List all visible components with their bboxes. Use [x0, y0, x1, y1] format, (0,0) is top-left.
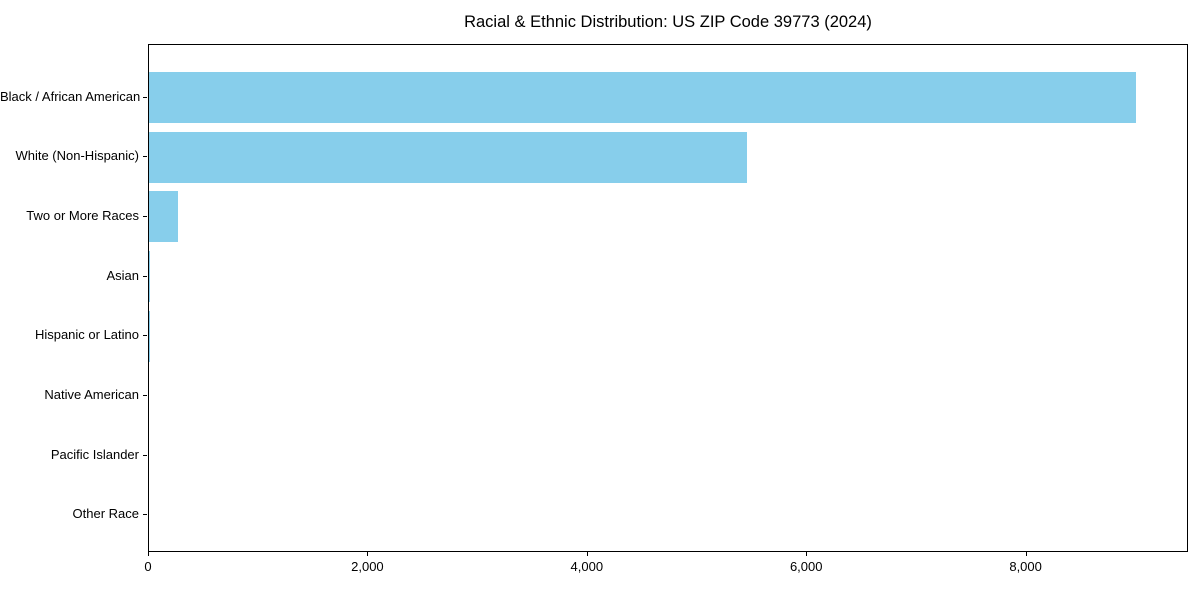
x-tick-label-8000: 8,000	[1009, 559, 1042, 574]
bar-hispanic-or-latino	[149, 310, 151, 362]
x-tick-mark	[367, 552, 369, 556]
y-tick-mark	[143, 395, 147, 396]
x-tick-mark	[1025, 552, 1027, 556]
bar-black-african-american	[149, 72, 1137, 123]
y-tick-label-hispanic-or-latino: Hispanic or Latino	[34, 327, 139, 343]
x-tick-label-0: 0	[144, 559, 152, 574]
y-tick-label-two-or-more-races: Two or More Races	[26, 207, 139, 223]
x-tick-mark	[586, 552, 588, 556]
y-tick-label-pacific-islander: Pacific Islander	[50, 446, 139, 462]
y-tick-mark	[143, 454, 147, 456]
x-tick-label-6000: 6,000	[789, 559, 823, 574]
bar-asian	[149, 251, 151, 303]
y-tick-label-asian: Asian	[106, 267, 139, 283]
y-tick-label-native-american: Native American	[44, 387, 139, 402]
y-tick-mark	[143, 156, 147, 158]
y-tick-mark	[143, 96, 147, 98]
chart-title: Racial & Ethnic Distribution: US ZIP Cod…	[464, 13, 872, 31]
y-tick-mark	[143, 514, 147, 516]
bar-two-or-more-races	[149, 191, 178, 243]
y-tick-label-white-non-hispanic: White (Non-Hispanic)	[15, 148, 139, 164]
plot-area	[148, 44, 1188, 552]
y-tick-mark	[143, 215, 147, 217]
y-tick-label-black-african-american: Black / African American	[0, 88, 141, 104]
y-tick-label-other-race: Other Race	[72, 506, 139, 522]
x-tick-label-2000: 2,000	[351, 559, 384, 574]
y-tick-mark	[143, 335, 147, 337]
y-tick-mark	[143, 275, 147, 277]
bar-white-non-hispanic	[149, 131, 747, 183]
x-tick-label-4000: 4,000	[570, 559, 604, 574]
x-tick-mark	[148, 552, 149, 556]
x-tick-mark	[806, 552, 808, 556]
